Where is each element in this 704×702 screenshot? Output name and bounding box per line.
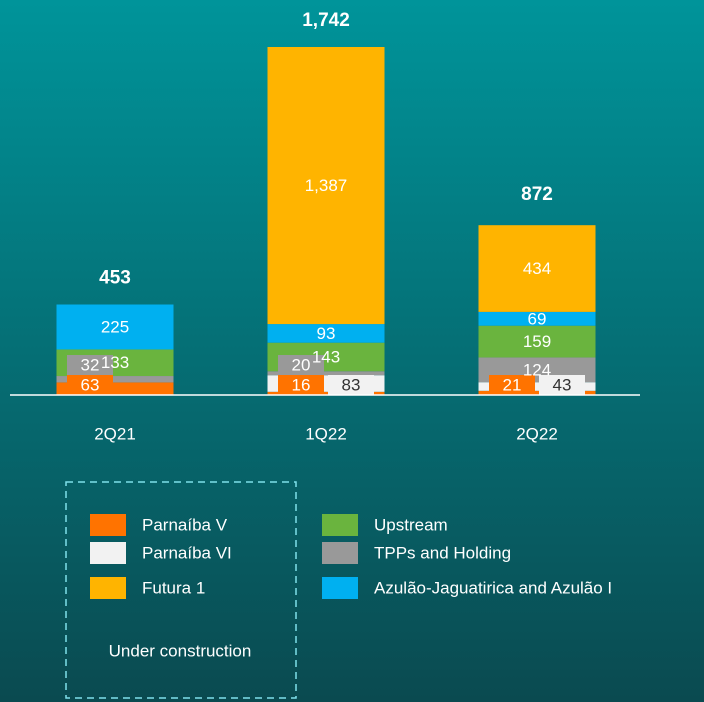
legend-swatch	[322, 577, 358, 599]
bar-segment	[478, 225, 596, 312]
data-label: 133	[101, 353, 129, 372]
legend-note: Under construction	[109, 641, 252, 660]
bar-segment	[56, 376, 174, 383]
bar-segment	[478, 382, 596, 391]
data-label: 434	[523, 259, 551, 278]
data-label: 1,387	[305, 176, 348, 195]
label-box	[278, 355, 324, 375]
x-tick-label: 2Q22	[516, 424, 558, 443]
data-label: 69	[528, 309, 547, 328]
label-box	[328, 375, 374, 395]
x-tick-label: 1Q22	[305, 424, 347, 443]
data-label: 143	[312, 347, 340, 366]
data-label: 43	[553, 375, 572, 394]
legend-box	[65, 481, 297, 699]
data-label: 21	[503, 375, 522, 394]
legend-swatch	[322, 514, 358, 536]
bar-segment	[267, 47, 385, 325]
data-label: 16	[292, 375, 311, 394]
legend-swatch	[90, 542, 126, 564]
data-label: 32	[81, 355, 100, 374]
data-label: 159	[523, 332, 551, 351]
bar-segment	[478, 311, 596, 326]
legend-label: Parnaíba V	[142, 515, 228, 534]
total-label: 872	[521, 184, 553, 205]
legend-label: TPPs and Holding	[374, 543, 511, 562]
label-box	[539, 375, 585, 395]
legend-swatch	[90, 514, 126, 536]
label-box	[67, 355, 113, 375]
data-label: 225	[101, 317, 129, 336]
legend-label: Parnaíba VI	[142, 543, 232, 562]
label-box	[278, 375, 324, 395]
label-box	[489, 375, 535, 395]
x-tick-label: 2Q21	[94, 424, 136, 443]
label-box	[67, 375, 113, 395]
data-label: 124	[523, 360, 551, 379]
legend-label: Upstream	[374, 515, 448, 534]
data-label: 20	[292, 355, 311, 374]
bar-segment	[56, 304, 174, 350]
legend-swatch	[90, 577, 126, 599]
bar-segment	[478, 325, 596, 358]
total-label: 1,742	[302, 10, 350, 31]
bar-segment	[267, 324, 385, 343]
legend-label: Futura 1	[142, 578, 205, 597]
bar-segment	[267, 371, 385, 376]
bar-segment	[267, 391, 385, 395]
legend-swatch	[322, 542, 358, 564]
data-label: 93	[317, 324, 336, 343]
legend-label: Azulão-Jaguatirica and Azulão I	[374, 578, 612, 597]
data-label: 63	[81, 375, 100, 394]
total-label: 453	[99, 268, 131, 289]
data-label: 83	[342, 375, 361, 394]
bar-segment	[478, 390, 596, 395]
